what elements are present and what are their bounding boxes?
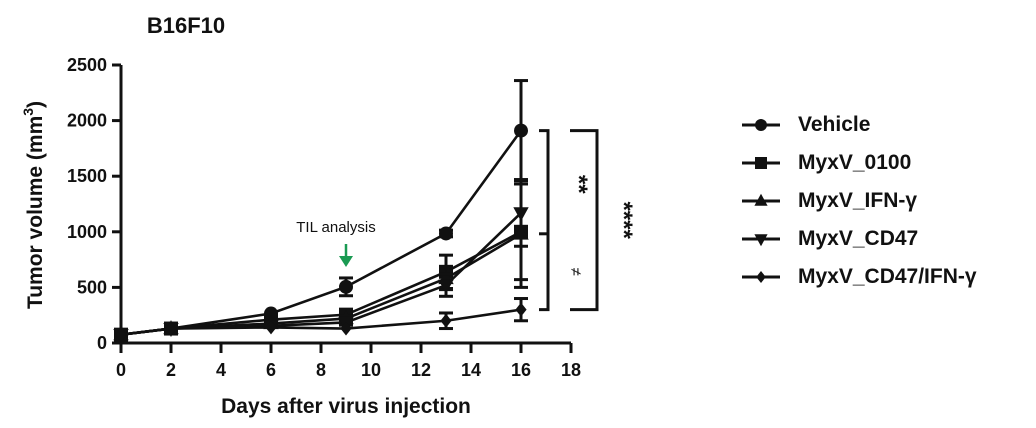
diamond-marker-icon: [115, 327, 127, 342]
sig-label-outer: ****: [610, 201, 637, 239]
square-legend-icon: [742, 157, 780, 169]
sig-bracket-inner: [539, 129, 550, 312]
diamond-marker-icon: [265, 320, 277, 335]
circle-marker-icon: [514, 123, 528, 138]
diamond-legend-icon: [742, 271, 780, 283]
triangle-down-legend-icon: [742, 234, 780, 247]
x-tick-label: 16: [511, 360, 531, 380]
legend-item: Vehicle: [742, 106, 977, 144]
series-line: [120, 308, 522, 336]
square-marker-icon: [755, 157, 767, 169]
circle-marker-icon: [339, 279, 353, 294]
diamond-marker-icon: [440, 313, 452, 328]
circle-marker-icon: [755, 119, 767, 131]
y-tick-label: 500: [77, 277, 107, 297]
legend-item: MyxV_0100: [742, 144, 977, 182]
x-tick-label: 0: [116, 360, 126, 380]
diamond-marker-icon: [165, 321, 177, 336]
x-tick-label: 6: [266, 360, 276, 380]
legend: Vehicle MyxV_0100 MyxV_IFN-γ MyxV_CD47 MyxV_…: [742, 106, 977, 296]
triangle-up-marker-icon: [754, 193, 768, 206]
x-tick-label: 12: [411, 360, 431, 380]
series-myxv-cd47-ifn-: [115, 297, 528, 342]
legend-label: MyxV_IFN-γ: [798, 189, 918, 212]
x-tick-label: 10: [361, 360, 381, 380]
sig-label-upper: **: [565, 175, 592, 194]
triangle-down-marker-icon: [438, 279, 454, 294]
x-tick-label: 18: [561, 360, 581, 380]
legend-item: MyxV_IFN-γ: [742, 182, 977, 220]
y-axis-label: Tumor volume (mm3): [20, 101, 47, 309]
diamond-marker-icon: [756, 271, 766, 283]
diamond-marker-icon: [515, 302, 527, 317]
y-tick-label: 1500: [67, 166, 107, 186]
series-lines: [113, 79, 529, 344]
legend-label: MyxV_CD47: [798, 227, 919, 250]
legend-label: MyxV_CD47/IFN-γ: [798, 265, 977, 288]
y-tick-label: 2500: [67, 55, 107, 75]
legend-label: MyxV_0100: [798, 151, 912, 174]
legend-item: MyxV_CD47/IFN-γ: [742, 258, 977, 296]
legend-label: Vehicle: [798, 113, 871, 136]
x-tick-label: 2: [166, 360, 176, 380]
til-arrow-head-icon: [339, 256, 353, 267]
diamond-marker-icon: [340, 321, 352, 336]
circle-marker-icon: [439, 226, 453, 241]
circle-legend-icon: [742, 119, 780, 131]
y-tick-label: 2000: [67, 111, 107, 131]
chart-title: B16F10: [147, 13, 225, 38]
x-tick-label: 4: [216, 360, 226, 380]
sig-bracket-outer: [570, 129, 599, 312]
y-tick-label: 0: [97, 333, 107, 353]
triangle-down-marker-icon: [513, 207, 529, 222]
triangle-up-legend-icon: [742, 193, 780, 206]
triangle-down-marker-icon: [754, 234, 768, 247]
x-axis-label: Days after virus injection: [221, 395, 471, 418]
x-tick-label: 8: [316, 360, 326, 380]
y-tick-label: 1000: [67, 222, 107, 242]
til-analysis-label: TIL analysis: [296, 219, 375, 236]
x-tick-label: 14: [461, 360, 481, 380]
series-vehicle: [114, 79, 528, 342]
sig-label-lower: ≠: [567, 268, 584, 276]
axes: 0 500 1000 1500 2000 2500 0 2 4 6 8 10 12 14 16 18: [67, 55, 581, 380]
annotations: ** ≠ ****: [339, 129, 637, 312]
legend-item: MyxV_CD47: [742, 220, 977, 258]
